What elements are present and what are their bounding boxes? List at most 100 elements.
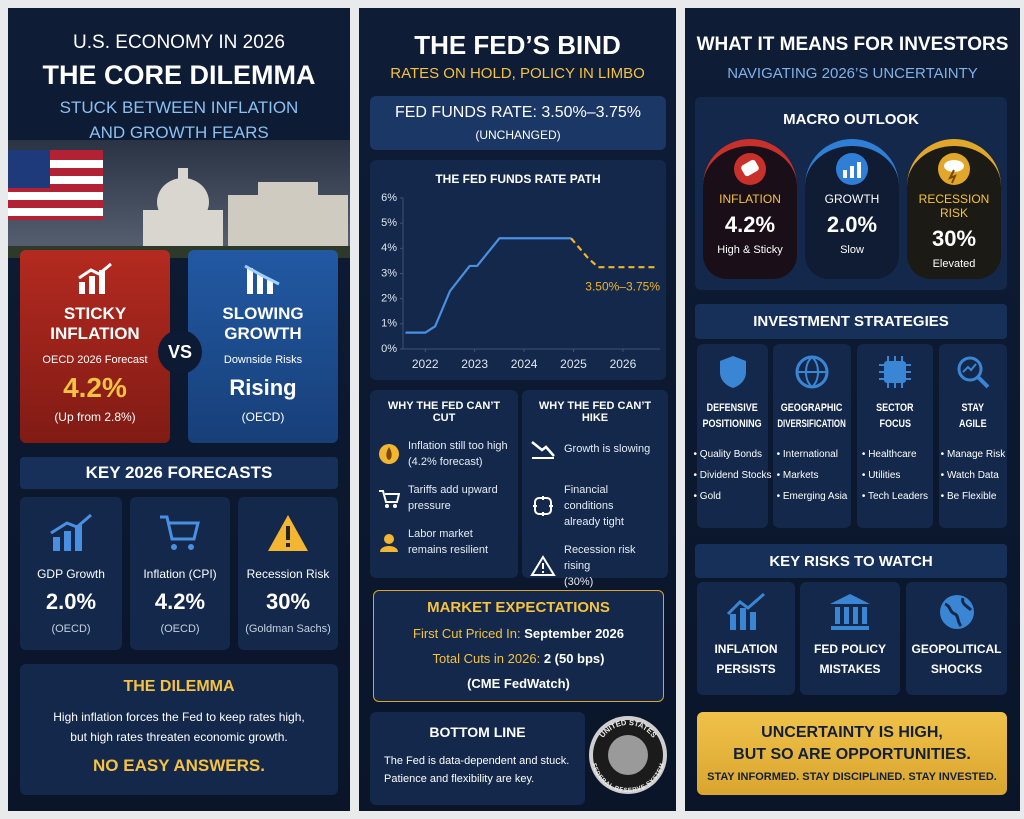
icon [719,356,746,388]
forecast-value: 2.0% [45,589,97,614]
risk-title: PERSISTS [716,662,776,676]
market-value: 2 (50 bps) [543,651,605,666]
forecast-source: (OECD) [51,623,91,635]
reason: Growth is slowing [530,438,660,460]
forecast-label: Inflation (CPI) [143,567,217,581]
dilemma-punch: NO EASY ANSWERS. [93,756,265,775]
card-note: OECD 2026 Forecast [42,354,148,366]
icon [50,513,92,551]
subtitle: STUCK BETWEEN INFLATION [59,98,299,117]
market-heading: MARKET EXPECTATIONS [427,599,610,616]
capitol [143,168,223,250]
y-tick-label: 6% [381,192,397,204]
strategy-bullet: • Healthcare [861,449,917,460]
rate-line [405,237,572,334]
forecast-source: (Goldman Sachs) [245,623,331,635]
vs-badge: VS [158,330,202,374]
reason-text: pressure [408,500,451,512]
reason: Recession risk rising (30%) [530,542,660,590]
card-title: SLOWING [222,304,304,323]
y-tick-label: 1% [381,318,397,330]
dilemma-box: THE DILEMMA High inflation forces the Fe… [20,664,338,795]
card-title: INFLATION [50,324,140,343]
title: WHAT IT MEANS FOR INVESTORS [696,34,1009,55]
y-tick-label: 2% [381,293,397,305]
icon [957,356,990,389]
box-heading: WHY THE FED CAN’T CUT [387,400,501,424]
reason-text: already tight [564,516,624,528]
bottom-heading: BOTTOM LINE [429,724,526,740]
card-title: GROWTH [224,324,302,343]
risk-card: GEOPOLITICAL SHOCKS [906,582,1007,695]
capitol-scene [8,140,350,258]
risk-title: GEOPOLITICAL [911,642,1002,656]
gauge: RECESSION RISK 30% Elevated [907,139,1001,279]
market-value: September 2026 [524,626,624,641]
reason-text: Labor market [408,528,473,540]
reason-text: (4.2% forecast) [408,456,483,468]
banner-line: BUT SO ARE OPPORTUNITIES. [733,746,971,763]
bottom-line: BOTTOM LINE The Fed is data-dependent an… [370,712,585,805]
icon [939,595,974,629]
reason-text: Tariffs add upward [408,484,498,496]
strategy-title: AGILE [959,418,987,430]
bottom-text: The Fed is data-dependent and stuck. [384,755,570,767]
fed-building [228,182,348,253]
dilemma-text: High inflation forces the Fed to keep ra… [53,710,305,724]
forecast-card: Inflation (CPI) 4.2% (OECD) [130,497,230,650]
gauge-value: 4.2% [724,212,776,237]
risk-title: SHOCKS [930,662,983,676]
gauge: GROWTH 2.0% Slow [805,139,899,279]
reason: Inflation still too high (4.2% forecast) [378,438,510,470]
strategy-bullet: • International [776,449,838,460]
strategy-bullet: • Markets [776,470,819,481]
icon [836,153,868,185]
reason-text: Growth is slowing [564,443,651,455]
strategy-card: DEFENSIVE POSITIONING • Quality Bonds • … [694,344,772,528]
section-heading: KEY 2026 FORECASTS [20,457,338,489]
banner-line: UNCERTAINTY IS HIGH, [761,724,943,741]
icon [531,441,555,459]
forecast-source: (OECD) [160,623,200,635]
reason-text: Inflation still too high [408,440,508,452]
strategy-bullet: • Dividend Stocks [693,470,772,481]
dilemma-text: but high rates threaten economic growth. [70,730,288,744]
gauge-label: GROWTH [824,192,880,206]
card-value: 4.2% [63,372,127,403]
macro-heading: MACRO OUTLOOK [783,111,919,128]
reason: Financial conditions already tight [530,482,660,530]
market-box: MARKET EXPECTATIONS First Cut Priced In:… [373,590,664,702]
inflation-card: STICKY INFLATION OECD 2026 Forecast 4.2%… [20,250,170,443]
strategy-title: POSITIONING [702,418,763,430]
hike-box: WHY THE FED CAN’T HIKE Growth is slowing… [522,390,668,588]
annotation: 3.50%–3.75% [585,279,660,293]
gauge: INFLATION 4.2% High & Sticky [703,139,797,279]
fed-seal: UNITED STATES FEDERAL RESERVE SYSTEM [589,716,667,794]
forecast-value: 30% [265,589,311,614]
strategy-title: FOCUS [879,418,911,430]
x-tick-label: 2023 [461,357,488,371]
icon [379,490,400,508]
icon [726,592,765,630]
section-heading: KEY RISKS TO WATCH [695,544,1007,578]
card-sub: (Up from 2.8%) [54,410,136,424]
panel-fed-bind: THE FED’S BIND RATES ON HOLD, POLICY IN … [359,8,676,811]
x-tick-label: 2022 [412,357,439,371]
cut-box: WHY THE FED CAN’T CUT Inflation still to… [370,390,518,578]
gauge-note: Slow [840,244,864,256]
forecast-value: 4.2% [154,589,206,614]
icon [795,355,829,389]
subtitle: AND GROWTH FEARS [89,123,269,142]
strategy-bullet: • Be Flexible [940,491,997,502]
reason-text: Financial conditions [564,484,614,512]
icon [938,153,970,185]
chart-title: THE FED FUNDS RATE PATH [435,172,600,186]
forecast-label: GDP Growth [37,567,105,581]
rate-chart: THE FED FUNDS RATE PATH 0% 1% 2% 3% 4% 5% 6% 20… [370,160,666,380]
strategy-bullet: • Utilities [861,470,901,481]
strategy-title: DEFENSIVE [706,402,759,414]
kicker: U.S. ECONOMY IN 2026 [73,32,285,53]
y-tick-label: 3% [381,267,397,279]
gauge-note: Elevated [932,258,976,270]
icon [533,496,553,516]
